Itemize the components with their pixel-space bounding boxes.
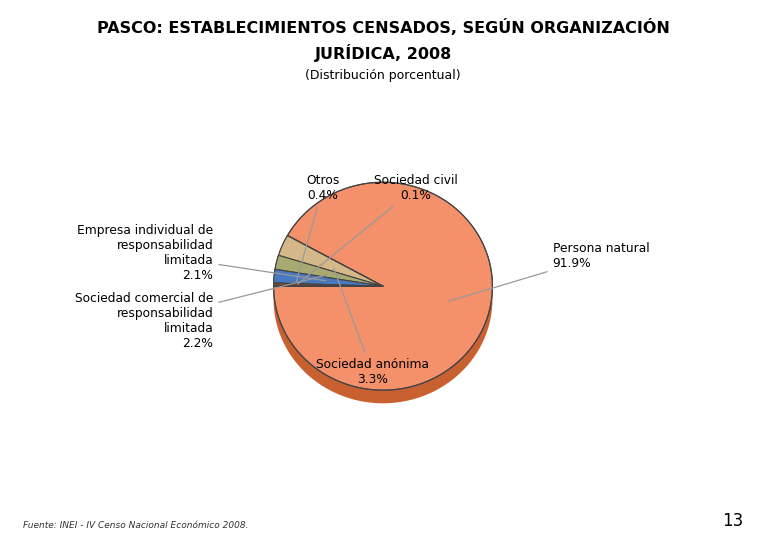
Polygon shape bbox=[275, 255, 383, 286]
Ellipse shape bbox=[296, 204, 470, 346]
Text: 13: 13 bbox=[722, 512, 743, 530]
Text: Otros
0.4%: Otros 0.4% bbox=[296, 174, 339, 282]
Text: Fuente: INEI - IV Censo Nacional Económico 2008.: Fuente: INEI - IV Censo Nacional Económi… bbox=[23, 521, 248, 530]
Text: Sociedad comercial de
responsabilidad
limitada
2.2%: Sociedad comercial de responsabilidad li… bbox=[75, 275, 327, 350]
Text: Empresa individual de
responsabilidad
limitada
2.1%: Empresa individual de responsabilidad li… bbox=[77, 225, 326, 282]
Text: JURÍDICA, 2008: JURÍDICA, 2008 bbox=[314, 44, 452, 62]
Text: Sociedad anónima
3.3%: Sociedad anónima 3.3% bbox=[316, 268, 428, 386]
Polygon shape bbox=[279, 235, 383, 286]
Text: PASCO: ESTABLECIMIENTOS CENSADOS, SEGÚN ORGANIZACIÓN: PASCO: ESTABLECIMIENTOS CENSADOS, SEGÚN … bbox=[97, 19, 669, 36]
Polygon shape bbox=[273, 269, 383, 286]
Polygon shape bbox=[275, 255, 383, 286]
Polygon shape bbox=[273, 283, 383, 286]
Polygon shape bbox=[279, 235, 383, 286]
Text: Persona natural
91.9%: Persona natural 91.9% bbox=[449, 241, 650, 301]
Polygon shape bbox=[273, 283, 383, 286]
Polygon shape bbox=[273, 269, 383, 286]
Text: (Distribución porcentual): (Distribución porcentual) bbox=[305, 69, 461, 82]
Polygon shape bbox=[273, 286, 493, 403]
Polygon shape bbox=[273, 182, 493, 390]
Text: Sociedad civil
0.1%: Sociedad civil 0.1% bbox=[298, 174, 458, 284]
